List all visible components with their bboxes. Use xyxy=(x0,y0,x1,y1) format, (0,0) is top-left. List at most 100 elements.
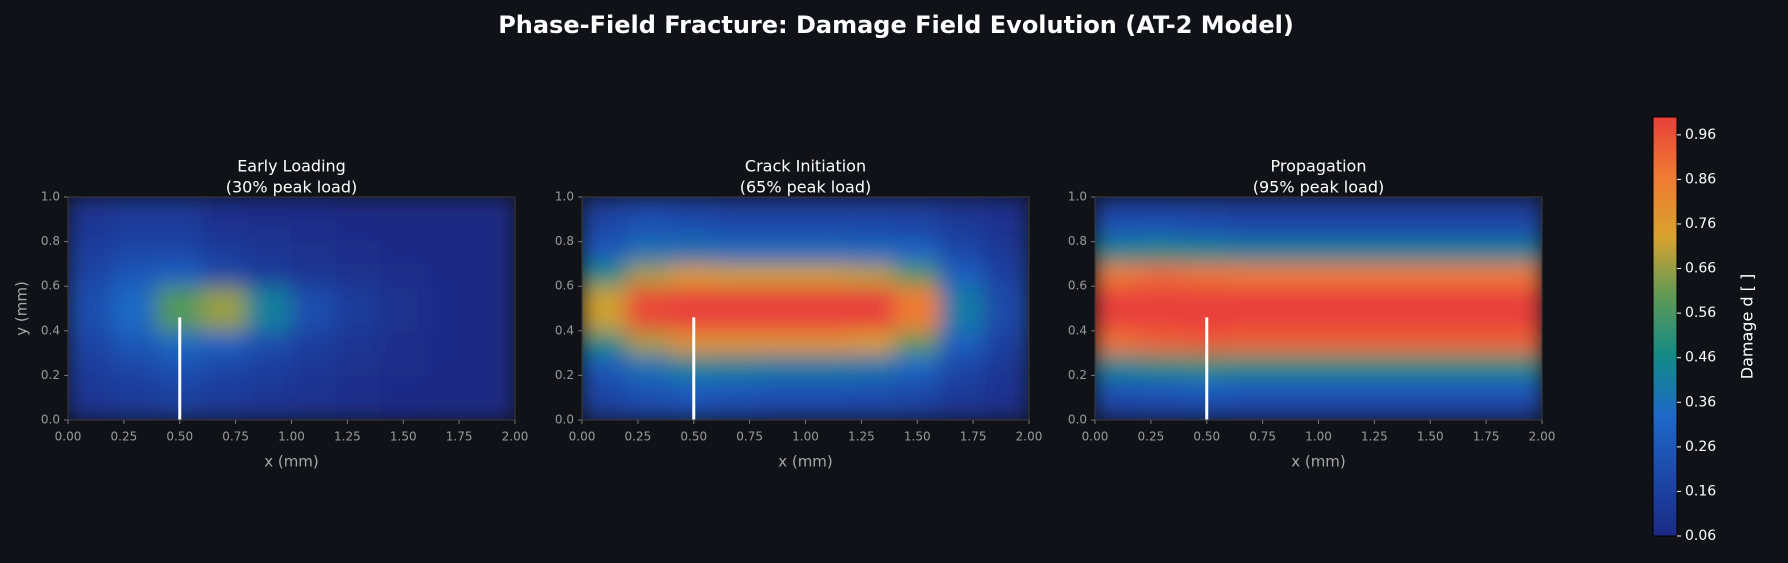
heatmap-cell xyxy=(983,197,1029,220)
x-axis-label: x (mm) xyxy=(778,453,833,471)
heatmap-cell xyxy=(1273,352,1319,376)
y-tick-label: 0.2 xyxy=(1068,368,1087,382)
heatmap-cell xyxy=(805,218,851,243)
heatmap-cell xyxy=(335,397,382,420)
heatmap-cell xyxy=(760,374,806,399)
heatmap-cell xyxy=(805,397,851,420)
y-tick-label: 0.6 xyxy=(555,279,574,293)
heatmap-cell xyxy=(425,308,471,332)
x-tick-label: 0.00 xyxy=(55,430,82,444)
heatmap-cell xyxy=(1139,285,1185,309)
heatmap-cell xyxy=(112,330,158,354)
heatmap xyxy=(582,197,1029,420)
heatmap-cell xyxy=(849,374,896,399)
heatmap-cell xyxy=(626,241,672,265)
heatmap-cell xyxy=(894,330,941,354)
heatmap-cell xyxy=(1273,241,1319,265)
heatmap-cell xyxy=(425,285,471,309)
heatmap-cell xyxy=(849,285,896,309)
heatmap-cell xyxy=(939,330,985,354)
heatmap-cell xyxy=(380,285,427,309)
heatmap-cell xyxy=(380,397,427,420)
heatmap-cell xyxy=(1095,374,1141,399)
heatmap-cell xyxy=(983,308,1029,332)
heatmap-cell xyxy=(715,263,762,287)
x-tick-label: 0.25 xyxy=(111,430,138,444)
heatmap-cell xyxy=(1273,197,1319,220)
heatmap-cell xyxy=(380,218,427,243)
heatmap-cell xyxy=(1228,397,1275,420)
x-tick-label: 1.50 xyxy=(1417,430,1444,444)
heatmap-cells xyxy=(1095,197,1542,420)
heatmap-cell xyxy=(1273,397,1319,420)
heatmap-cell xyxy=(246,352,292,376)
heatmap-cell xyxy=(469,197,515,220)
y-tick-label: 0.6 xyxy=(41,279,60,293)
heatmap-cell xyxy=(68,374,114,399)
x-tick-label: 0.25 xyxy=(1138,430,1165,444)
heatmap-cell xyxy=(201,263,248,287)
heatmap-cell xyxy=(983,285,1029,309)
heatmap-cell xyxy=(1362,197,1409,220)
heatmap-cell xyxy=(1318,285,1364,309)
heatmap-cell xyxy=(1228,352,1275,376)
heatmap-cell xyxy=(849,352,896,376)
heatmap-cell xyxy=(582,352,628,376)
heatmap-cell xyxy=(1318,197,1364,220)
x-tick-label: 2.00 xyxy=(502,430,529,444)
heatmap-cell xyxy=(1095,263,1141,287)
heatmap-cell xyxy=(246,330,292,354)
heatmap-cell xyxy=(68,308,114,332)
heatmap-cell xyxy=(1318,352,1364,376)
heatmap-cell xyxy=(1183,241,1230,265)
heatmap-cell xyxy=(1407,241,1454,265)
heatmap-cell xyxy=(715,330,762,354)
y-tick-label: 0.0 xyxy=(555,413,574,427)
heatmap-cell xyxy=(626,330,672,354)
heatmap-cell xyxy=(1407,397,1454,420)
heatmap-cell xyxy=(380,330,427,354)
x-axis-label: x (mm) xyxy=(1291,453,1346,471)
heatmap-cell xyxy=(894,197,941,220)
heatmap-cell xyxy=(68,285,114,309)
x-tick-label: 1.00 xyxy=(1305,430,1332,444)
heatmap-cell xyxy=(1228,330,1275,354)
heatmap-cell xyxy=(1496,263,1542,287)
heatmap-cell xyxy=(1095,197,1141,220)
heatmap-cell xyxy=(246,308,292,332)
heatmap-cell xyxy=(201,218,248,243)
heatmap-cell xyxy=(670,263,717,287)
x-tick-label: 1.00 xyxy=(792,430,819,444)
y-tick-label: 0.4 xyxy=(555,323,574,337)
heatmap-cell xyxy=(805,352,851,376)
heatmap-cell xyxy=(1228,197,1275,220)
colorbar-tick-label: 0.26 xyxy=(1685,439,1716,455)
heatmap-cell xyxy=(68,241,114,265)
heatmap-cell xyxy=(805,197,851,220)
heatmap-cell xyxy=(1183,285,1230,309)
y-tick-label: 0.6 xyxy=(1068,279,1087,293)
heatmap-cell xyxy=(805,330,851,354)
heatmap-cell xyxy=(670,241,717,265)
x-tick-label: 2.00 xyxy=(1529,430,1556,444)
heatmap-cell xyxy=(1496,397,1542,420)
heatmap-cell xyxy=(582,218,628,243)
heatmap-cell xyxy=(156,218,203,243)
heatmap-cell xyxy=(1496,308,1542,332)
heatmap-cell xyxy=(201,197,248,220)
heatmap-cell xyxy=(112,308,158,332)
heatmap-cell xyxy=(760,308,806,332)
x-tick-label: 1.75 xyxy=(446,430,473,444)
heatmap-cell xyxy=(425,218,471,243)
heatmap-cell xyxy=(112,241,158,265)
panel-title: (65% peak load) xyxy=(740,178,871,197)
heatmap-cell xyxy=(1183,197,1230,220)
heatmap-cell xyxy=(1452,308,1498,332)
heatmap-cell xyxy=(156,263,203,287)
heatmap-cell xyxy=(1139,218,1185,243)
x-tick-label: 1.25 xyxy=(334,430,361,444)
heatmap-cell xyxy=(1407,308,1454,332)
x-tick-label: 1.75 xyxy=(960,430,987,444)
heatmap-cell xyxy=(983,263,1029,287)
x-tick-label: 1.50 xyxy=(904,430,931,444)
